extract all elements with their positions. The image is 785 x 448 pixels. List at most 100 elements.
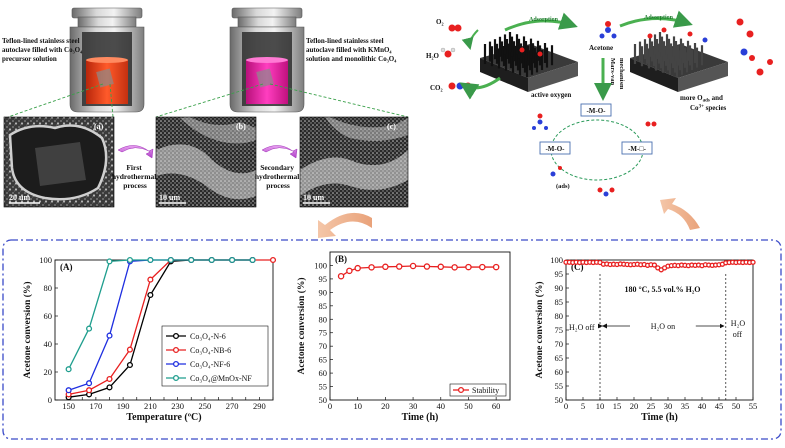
- y-tick-label: 80: [44, 283, 53, 293]
- series-2-point: [106, 332, 113, 339]
- o2-label: O₂: [436, 18, 444, 26]
- legend-marker: [172, 332, 180, 340]
- y-axis-title: Acetone conversion (%): [22, 281, 33, 378]
- legend-label: Co₃O₄-NB-6: [190, 346, 231, 355]
- catalyst-block-right: [630, 32, 728, 92]
- series-0-point: [106, 384, 113, 391]
- x-tick-label: 55: [749, 401, 758, 411]
- y-tick-label: 85: [555, 297, 564, 307]
- mechanism-label: mechanism: [618, 58, 625, 90]
- h2o-off-left-label: H₂O off: [569, 323, 595, 332]
- h2o-label: H₂O: [426, 52, 440, 60]
- stability-point: [354, 264, 361, 272]
- x-tick-label: 30: [664, 401, 673, 411]
- y-tick-label: 100: [39, 255, 52, 265]
- autoclave-1-label-line2: autoclave filled with Co₃O₄: [2, 46, 83, 54]
- x-tick-label: 290: [253, 401, 266, 411]
- x-tick-label: 20: [381, 401, 390, 411]
- o2-arrow: [461, 29, 479, 50]
- ads-label: (ads): [556, 183, 570, 190]
- sem-a-letter: (a): [94, 122, 104, 131]
- transition-arrow-right: [660, 198, 700, 230]
- more-oads-part3: and: [710, 94, 723, 102]
- y-tick-label: 70: [555, 339, 564, 349]
- x-tick-label: 190: [117, 401, 130, 411]
- charts-frame: [2, 239, 782, 440]
- x-axis-title: Time (h): [641, 412, 678, 423]
- second-process-line3: process: [266, 181, 290, 190]
- zoom-lines: [7, 83, 409, 118]
- series-3-line: [68, 259, 253, 370]
- y-tick-label: 40: [44, 339, 53, 349]
- series-3-point: [126, 256, 133, 264]
- panel-letter: (C): [571, 262, 584, 272]
- active-oxygen-label: active oxygen: [531, 91, 571, 99]
- stability-point: [492, 263, 500, 271]
- y-tick-label: 90: [319, 287, 328, 297]
- series-1-point: [86, 387, 93, 394]
- series-1-point: [147, 276, 154, 283]
- y-tick-label: 100: [314, 260, 327, 270]
- y-tick-label: 60: [44, 311, 53, 321]
- conversion-point: [651, 262, 658, 268]
- series-3-point: [229, 256, 236, 264]
- stability-point: [368, 264, 375, 271]
- more-oads-sub: ads: [703, 99, 710, 104]
- panel-letter: (A): [60, 262, 73, 272]
- plot-frame: [329, 251, 511, 401]
- series-3-point: [208, 256, 215, 264]
- autoclave-2-illustration: [229, 7, 305, 113]
- first-process-arrow: [117, 145, 154, 159]
- conversion-point: [750, 259, 756, 265]
- nanowire-spikes-right: [633, 32, 704, 78]
- autoclave-2-label-line2: autoclave filled with KMnO₄: [306, 46, 392, 54]
- y-tick-label: 75: [319, 328, 328, 338]
- legend-label: Stability: [472, 386, 499, 395]
- x-tick-label: 250: [199, 401, 212, 411]
- y-tick-label: 0: [48, 395, 52, 405]
- acetone-label: Acetone: [589, 44, 613, 52]
- x-tick-label: 30: [409, 401, 418, 411]
- series-2-point: [65, 387, 72, 394]
- h2o-off-right-label-1: H₂O: [731, 319, 746, 328]
- mars-van-word: Mars-van: [609, 58, 616, 85]
- y-axis-title: Acetone conversion (%): [296, 277, 307, 374]
- legend: Co₃O₄-N-6 Co₃O₄-NB-6 Co₃O₄-NF-6 Co₃O₄@MnOx-…: [161, 325, 269, 387]
- autoclave-2-label-line1: Teflon-lined stainless steel: [306, 37, 384, 45]
- adsorption-arrow-1: [504, 12, 578, 32]
- sem-image-b: [155, 116, 257, 208]
- stability-point: [382, 263, 389, 271]
- legend-box: [449, 383, 507, 397]
- stability-point: [395, 263, 403, 270]
- synthesis-section: Teflon-lined stainless steel autoclave f…: [2, 7, 409, 208]
- x-axis-title: Time (h): [402, 412, 439, 423]
- x-tick-label: 10: [596, 401, 605, 411]
- cycle-node-top: [580, 103, 612, 117]
- series-3-point: [65, 366, 72, 373]
- co-species-sup: 3+: [699, 105, 705, 110]
- y-tick-label: 50: [555, 395, 564, 405]
- y-tick-label: 90: [555, 283, 564, 293]
- series-3-point: [167, 256, 174, 264]
- cycle-node-left-text: -M-O-: [545, 145, 565, 153]
- more-oads-label: more Oads and: [680, 94, 723, 104]
- desorption-arrow: [459, 76, 501, 100]
- co-species-part3: species: [704, 104, 727, 112]
- series-2-point: [86, 380, 93, 387]
- h2o-on-label: H₂O on: [651, 322, 675, 331]
- y-tick-label: 55: [555, 381, 564, 391]
- x-tick-label: 0: [564, 401, 568, 411]
- x-tick-label: 270: [226, 401, 239, 411]
- sem-a-scale: 20 um: [9, 193, 30, 202]
- mechanism-word: mechanism: [618, 58, 625, 90]
- legend-label: Co₃O₄-NF-6: [190, 360, 230, 369]
- x-tick-label: 50: [732, 401, 741, 411]
- autoclave-1-label: Teflon-lined stainless steel autoclave f…: [2, 37, 84, 63]
- cycle-node-left: [539, 141, 571, 155]
- y-tick-label: 75: [555, 325, 564, 335]
- chart-a: 150 170 190 210 230 250 270 290 0 20 40 60 80 100 Temp…: [22, 255, 277, 423]
- nanowire-spikes-left: [483, 32, 554, 78]
- legend-marker: [172, 360, 180, 368]
- sem-b-scale: 10 um: [159, 193, 180, 202]
- x-tick-label: 50: [464, 401, 473, 411]
